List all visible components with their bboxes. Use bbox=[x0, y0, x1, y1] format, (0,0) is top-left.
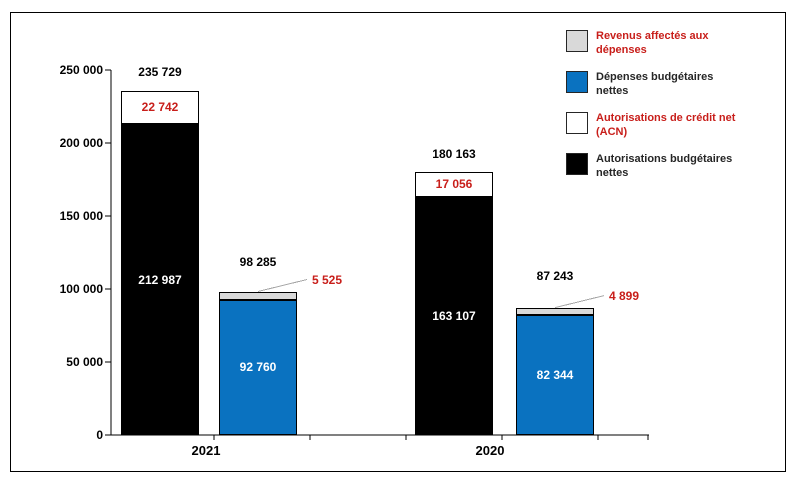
x-axis-category-label: 2021 bbox=[191, 443, 221, 458]
legend-item: Dépenses budgétaires nettes bbox=[566, 70, 766, 98]
bar-segment-autorisations-budg-taires-nettes: 212 987 bbox=[121, 124, 199, 435]
legend-item: Revenus affectés aux dépenses bbox=[566, 29, 766, 57]
segment-value-label: 212 987 bbox=[138, 272, 182, 287]
y-axis-tick-label: 0 bbox=[96, 428, 103, 442]
legend-swatch-icon bbox=[566, 153, 588, 175]
legend-item-label: Dépenses budgétaires nettes bbox=[596, 71, 714, 97]
legend-swatch-icon bbox=[566, 71, 588, 93]
bar-segment-d-penses-budg-taires-nettes: 82 344 bbox=[516, 314, 594, 435]
bar-segment-revenus-affect-s-aux-d-penses bbox=[516, 307, 594, 315]
legend-item: Autorisations de crédit net (ACN) bbox=[566, 111, 766, 139]
bar-segment-d-penses-budg-taires-nettes: 92 760 bbox=[219, 299, 297, 435]
figure-border bbox=[10, 12, 786, 472]
bar-total-label: 180 163 bbox=[432, 146, 476, 161]
y-axis-tick-label: 200 000 bbox=[59, 136, 103, 150]
bar-total-label: 235 729 bbox=[138, 64, 182, 79]
y-axis-tick-label: 100 000 bbox=[59, 282, 103, 296]
legend: Revenus affectés aux dépenses Dépenses bu… bbox=[566, 29, 766, 193]
bar-total-label: 98 285 bbox=[239, 254, 277, 269]
segment-value-callout: 4 899 bbox=[609, 288, 640, 303]
legend-item-label: Autorisations de crédit net (ACN) bbox=[596, 112, 736, 138]
bar-segment-autorisations-de-cr-dit-net-acn-: 22 742 bbox=[121, 90, 199, 125]
segment-value-callout: 5 525 bbox=[312, 272, 343, 287]
bar-total-label: 87 243 bbox=[536, 268, 574, 283]
legend-swatch-icon bbox=[566, 30, 588, 52]
legend-item-label: Autorisations budgétaires nettes bbox=[596, 153, 733, 179]
segment-value-label: 82 344 bbox=[536, 367, 574, 382]
y-axis-tick-label: 250 000 bbox=[59, 63, 103, 77]
y-axis-tick-label: 50 000 bbox=[66, 355, 103, 369]
x-axis-category-label: 2020 bbox=[475, 443, 505, 458]
segment-value-label: 22 742 bbox=[141, 100, 179, 115]
bar-segment-revenus-affect-s-aux-d-penses bbox=[219, 291, 297, 300]
legend-swatch-icon bbox=[566, 112, 588, 134]
segment-value-label: 163 107 bbox=[432, 308, 476, 323]
legend-item: Autorisations budgétaires nettes bbox=[566, 152, 766, 180]
segment-value-label: 17 056 bbox=[435, 177, 473, 192]
segment-value-label: 92 760 bbox=[239, 360, 277, 375]
y-axis-tick-label: 150 000 bbox=[59, 209, 103, 223]
bar-segment-autorisations-budg-taires-nettes: 163 107 bbox=[415, 196, 493, 435]
bar-segment-autorisations-de-cr-dit-net-acn-: 17 056 bbox=[415, 171, 493, 197]
legend-item-label: Revenus affectés aux dépenses bbox=[596, 30, 709, 56]
